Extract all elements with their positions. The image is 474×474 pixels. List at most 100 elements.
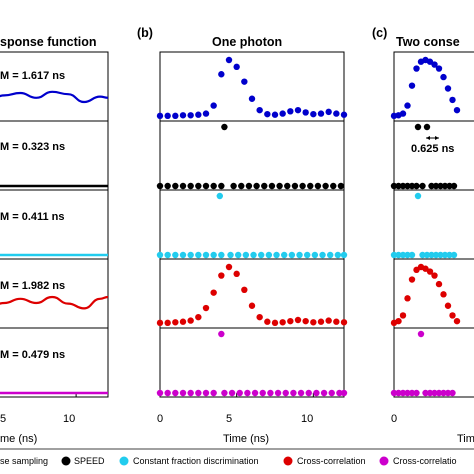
point-panel1-row0 — [241, 78, 248, 85]
point-panel1-row0 — [340, 111, 348, 118]
point-panel1-row3 — [233, 270, 240, 278]
band-point-panel2-row1 — [390, 182, 398, 190]
band-point-panel2-row4 — [422, 389, 429, 397]
legend-marker-speed — [61, 456, 71, 466]
point-panel1-row0 — [210, 102, 217, 109]
band-point-panel1-row4 — [210, 389, 217, 397]
band-point-panel2-row1 — [395, 182, 402, 190]
band-point-panel1-row1 — [156, 182, 164, 190]
band-point-panel1-row1 — [261, 182, 268, 190]
band-point-panel1-row2 — [164, 251, 171, 259]
point-panel1-row0 — [202, 110, 210, 117]
point-panel2-row3 — [395, 317, 402, 325]
band-point-panel2-row1 — [404, 182, 411, 190]
band-point-panel2-row4 — [395, 389, 402, 397]
band-point-panel1-row4 — [179, 389, 187, 397]
band-point-panel1-row4 — [320, 389, 328, 397]
event-point-panel1-row4 — [218, 330, 225, 338]
band-point-panel2-row1 — [408, 182, 416, 190]
band-point-panel1-row2 — [172, 251, 179, 259]
band-point-panel1-row4 — [228, 389, 236, 397]
band-point-panel1-row1 — [307, 182, 314, 190]
point-panel2-row0 — [431, 61, 438, 68]
band-point-panel2-row1 — [437, 182, 444, 190]
event-point-panel2-row4 — [417, 330, 425, 338]
point-panel1-row0 — [156, 112, 164, 120]
band-point-panel2-row2 — [428, 251, 435, 259]
point-panel2-row0 — [404, 102, 411, 109]
legend: se sampling SPEED Constant fraction disc… — [0, 448, 474, 466]
point-panel1-row3 — [187, 317, 194, 324]
point-panel2-row0 — [408, 82, 416, 89]
point-panel1-row3 — [279, 319, 286, 326]
band-point-panel1-row1 — [218, 182, 225, 190]
band-point-panel1-row1 — [230, 182, 237, 190]
fwhm-label-1: M = 1.617 ns — [0, 70, 65, 82]
band-point-panel1-row2 — [235, 251, 242, 259]
point-panel2-row3 — [408, 276, 416, 283]
band-point-panel1-row1 — [187, 182, 194, 190]
point-panel1-row0 — [195, 111, 202, 118]
point-panel1-row0 — [279, 110, 286, 117]
band-point-panel1-row2 — [296, 251, 303, 259]
band-point-panel2-row4 — [435, 389, 443, 397]
point-panel1-row3 — [248, 302, 256, 309]
band-point-panel2-row4 — [440, 389, 447, 397]
point-panel1-row0 — [233, 63, 240, 71]
point-panel1-row0 — [325, 108, 332, 116]
separation-annotation: 0.625 ns — [411, 143, 454, 155]
xtick-b-0: 0 — [157, 413, 163, 425]
event-point-panel1-row2 — [216, 192, 223, 200]
point-panel1-row3 — [287, 317, 294, 325]
band-point-panel1-row1 — [164, 182, 171, 190]
point-panel1-row3 — [264, 318, 271, 325]
band-point-panel2-row2 — [437, 251, 444, 259]
band-point-panel2-row2 — [423, 251, 431, 259]
panel-c-title: Two conse — [396, 35, 460, 49]
band-point-panel1-row1 — [284, 182, 291, 190]
legend-marker-cross-correlation-2 — [379, 456, 389, 466]
band-point-panel1-row4 — [305, 389, 312, 397]
band-point-panel1-row4 — [297, 389, 305, 397]
band-point-panel2-row1 — [399, 182, 407, 190]
band-point-panel2-row2 — [432, 251, 440, 259]
panel-frame-2 — [393, 51, 474, 398]
point-panel1-row3 — [310, 319, 317, 326]
band-point-panel2-row2 — [395, 251, 402, 259]
point-panel2-row3 — [453, 317, 461, 325]
band-point-panel1-row1 — [330, 182, 337, 190]
point-panel2-row0 — [440, 73, 447, 81]
band-point-panel1-row2 — [288, 251, 296, 259]
point-panel2-row0 — [444, 85, 452, 92]
point-panel1-row0 — [302, 109, 309, 116]
legend-label-speed: SPEED — [74, 456, 105, 466]
band-point-panel2-row2 — [450, 251, 458, 259]
band-point-panel2-row4 — [399, 389, 407, 397]
band-point-panel1-row1 — [238, 182, 245, 190]
band-point-panel1-row2 — [340, 251, 348, 259]
point-panel2-row3 — [449, 312, 456, 319]
band-point-panel1-row2 — [265, 251, 273, 259]
point-panel1-row0 — [248, 95, 256, 102]
panel-frames — [0, 51, 474, 398]
band-point-panel1-row2 — [273, 251, 280, 259]
point-panel2-row3 — [399, 312, 407, 319]
point-panel2-row3 — [404, 295, 411, 302]
band-point-panel1-row4 — [336, 389, 343, 397]
band-point-panel1-row2 — [250, 251, 257, 259]
fwhm-label-5: M = 0.479 ns — [0, 349, 65, 361]
band-point-panel1-row4 — [313, 389, 320, 397]
point-panel1-row3 — [225, 263, 233, 271]
fwhm-label-3: M = 0.411 ns — [0, 211, 65, 223]
event-point-panel2-row1 — [414, 123, 422, 131]
legend-label-pulse-sampling: se sampling — [0, 456, 48, 466]
point-panel1-row3 — [218, 272, 225, 279]
xlabel-a: me (ns) — [0, 433, 37, 445]
band-point-panel2-row4 — [390, 389, 398, 397]
xtick-a-5: 5 — [0, 413, 6, 425]
point-panel2-row3 — [444, 302, 452, 309]
point-panel1-row3 — [202, 304, 210, 312]
xtick-a-10: 10 — [63, 413, 75, 425]
irf-curve-row-3 — [0, 295, 109, 310]
point-panel2-row0 — [449, 96, 456, 104]
